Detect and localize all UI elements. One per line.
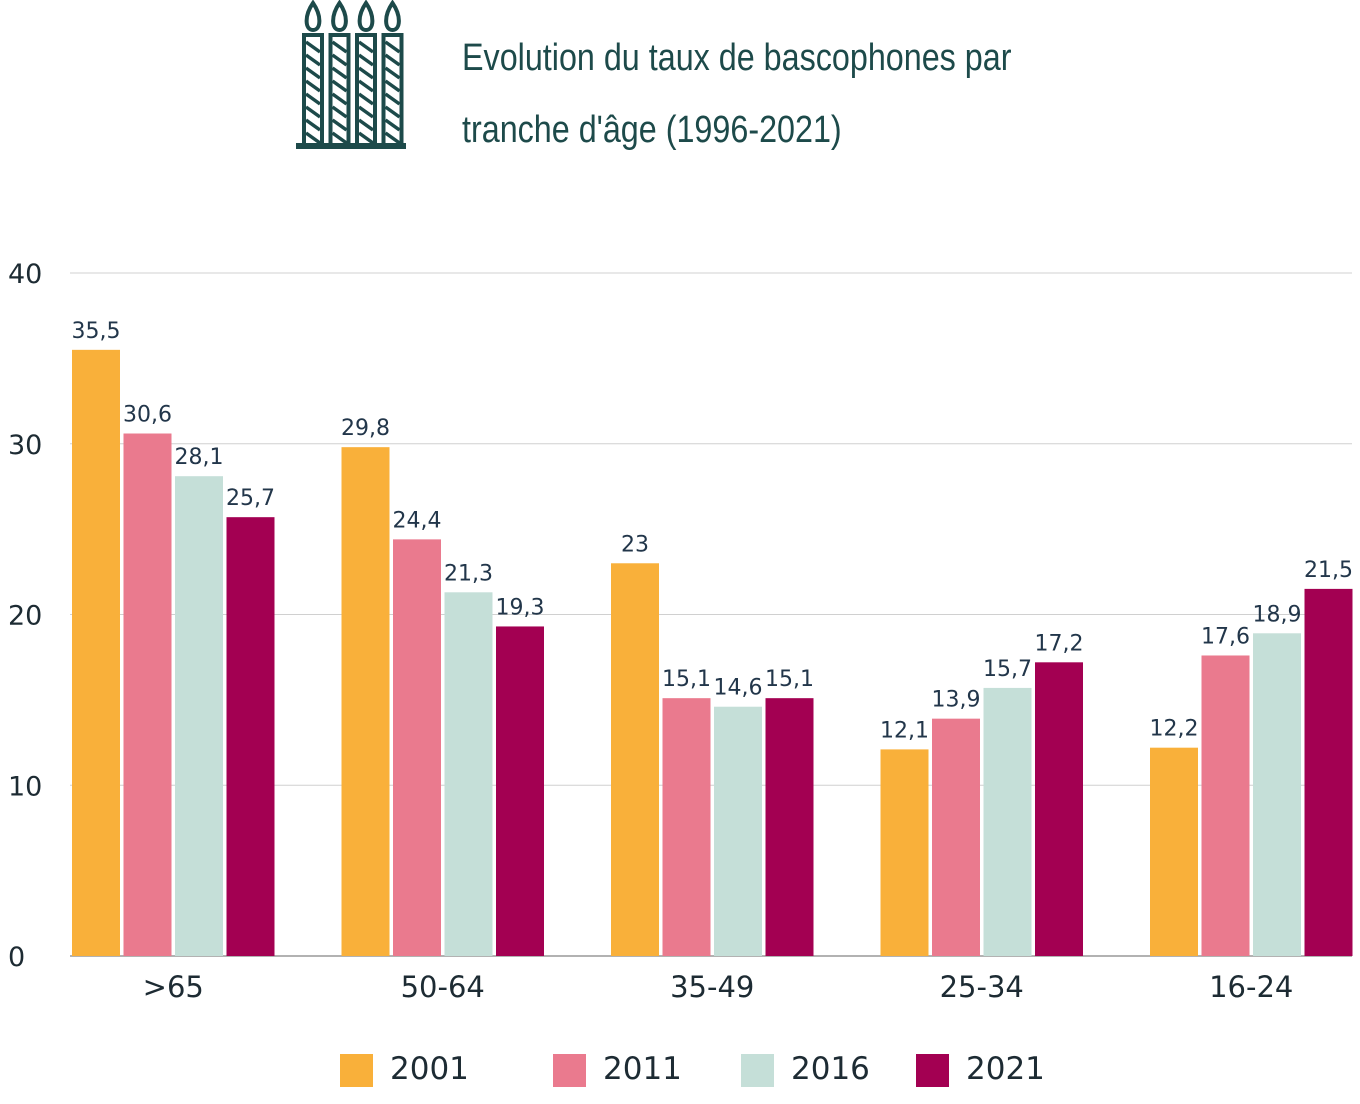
data-label: 14,6 bbox=[714, 676, 763, 701]
bar bbox=[662, 698, 711, 956]
data-label: 17,2 bbox=[1035, 631, 1084, 656]
data-label: 17,6 bbox=[1201, 624, 1250, 649]
bar bbox=[496, 626, 544, 956]
bar bbox=[1253, 633, 1301, 956]
legend-label: 2001 bbox=[390, 1051, 469, 1087]
data-label: 29,8 bbox=[341, 416, 390, 441]
y-tick-label: 0 bbox=[8, 942, 25, 973]
data-label: 24,4 bbox=[393, 508, 442, 533]
y-tick-label: 30 bbox=[8, 430, 42, 461]
bar bbox=[1201, 655, 1250, 956]
x-tick-label: 35-49 bbox=[670, 970, 754, 1004]
data-label: 28,1 bbox=[175, 445, 224, 470]
bar bbox=[932, 718, 980, 956]
data-label: 35,5 bbox=[72, 319, 121, 344]
x-tick-label: 50-64 bbox=[401, 970, 485, 1004]
data-label: 18,9 bbox=[1253, 602, 1302, 627]
legend-swatch bbox=[340, 1054, 373, 1087]
data-label: 15,1 bbox=[662, 667, 711, 692]
y-tick-label: 10 bbox=[8, 771, 42, 802]
data-label: 12,2 bbox=[1150, 717, 1199, 742]
legend-label: 2011 bbox=[603, 1051, 682, 1087]
candles-icon bbox=[296, 0, 406, 149]
data-label: 23 bbox=[621, 532, 649, 557]
bar bbox=[72, 349, 120, 956]
legend-swatch bbox=[916, 1054, 949, 1087]
bar bbox=[765, 698, 814, 956]
bar bbox=[1304, 588, 1353, 956]
legend-label: 2016 bbox=[791, 1051, 870, 1087]
bar bbox=[226, 517, 275, 956]
data-label: 15,1 bbox=[765, 667, 814, 692]
x-tick-label: 25-34 bbox=[940, 970, 1024, 1004]
data-label: 21,5 bbox=[1304, 558, 1353, 583]
x-tick-label: 16-24 bbox=[1209, 970, 1293, 1004]
bar bbox=[714, 706, 762, 956]
bar bbox=[1150, 747, 1198, 956]
data-label: 30,6 bbox=[123, 403, 172, 428]
data-label: 19,3 bbox=[496, 595, 545, 620]
bar bbox=[983, 687, 1032, 956]
chart-title: Evolution du taux de bascophones par tra… bbox=[462, 37, 1012, 151]
data-label: 25,7 bbox=[226, 486, 275, 511]
data-label: 13,9 bbox=[932, 688, 981, 713]
data-label: 12,1 bbox=[880, 718, 929, 743]
legend-swatch bbox=[553, 1054, 586, 1087]
bar bbox=[341, 447, 390, 956]
y-tick-label: 40 bbox=[8, 259, 42, 290]
legend-label: 2021 bbox=[966, 1051, 1045, 1087]
bar bbox=[123, 433, 172, 956]
bar bbox=[880, 749, 929, 956]
bar bbox=[393, 539, 441, 956]
data-label: 21,3 bbox=[444, 561, 493, 586]
data-label: 15,7 bbox=[983, 657, 1032, 682]
bar bbox=[444, 592, 493, 956]
bar bbox=[175, 476, 223, 956]
bar bbox=[611, 563, 659, 956]
legend-swatch bbox=[741, 1054, 774, 1087]
x-tick-label: >65 bbox=[143, 970, 204, 1004]
bar bbox=[1035, 662, 1083, 956]
y-tick-label: 20 bbox=[8, 601, 42, 632]
